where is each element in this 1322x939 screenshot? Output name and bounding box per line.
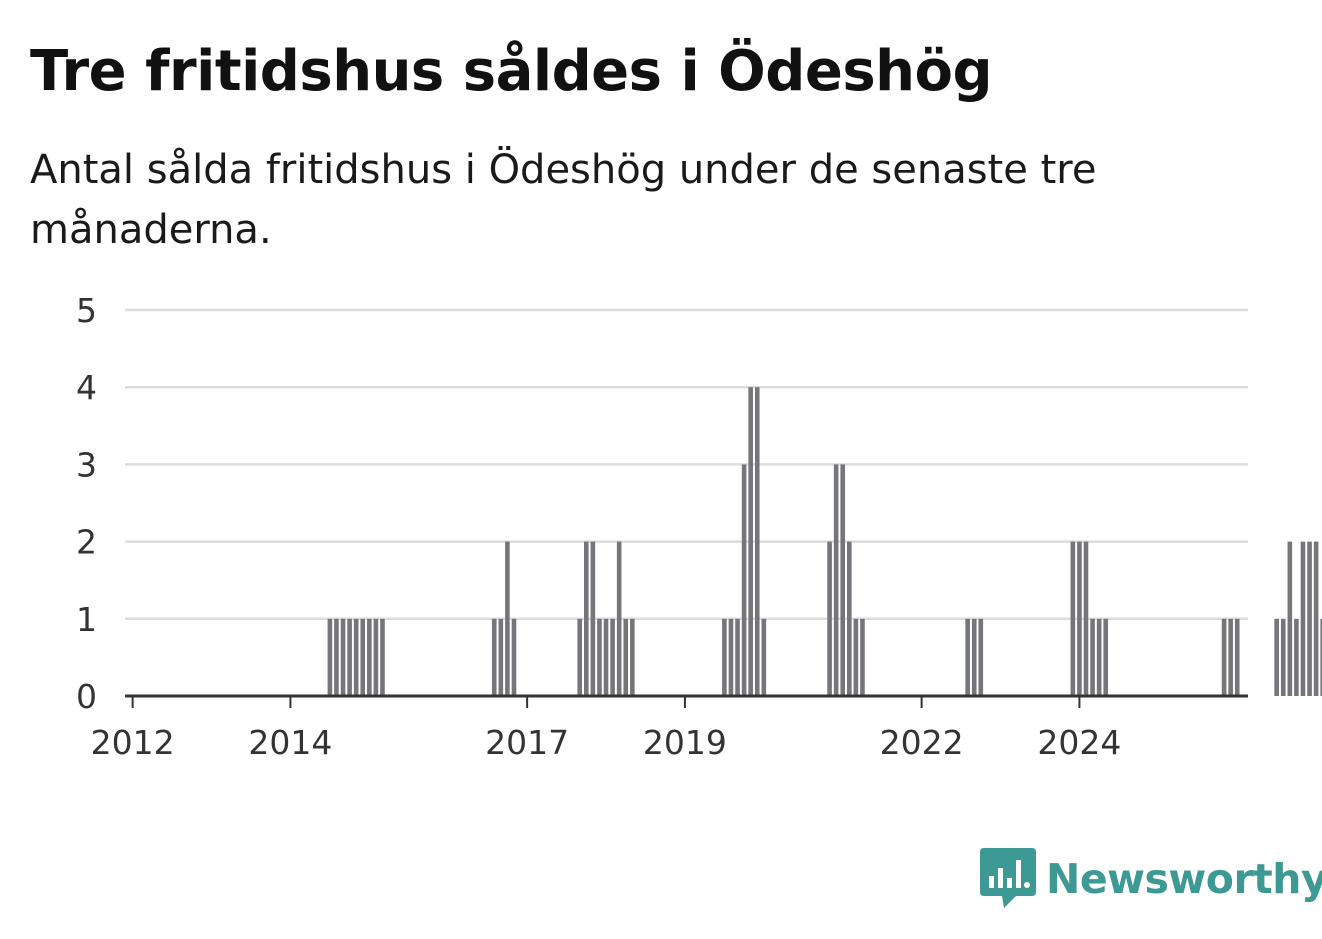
- bar: [1280, 618, 1286, 696]
- x-tick-label: 2017: [485, 723, 569, 762]
- bar: [373, 618, 379, 696]
- bar: [735, 618, 740, 696]
- bar: [590, 541, 596, 696]
- bar: [577, 618, 583, 696]
- bar: [827, 541, 832, 696]
- y-tick-label: 3: [76, 445, 97, 484]
- brand-name: Newsworthy: [1046, 855, 1322, 903]
- bar: [1096, 618, 1102, 696]
- bar: [761, 618, 767, 696]
- bar: [1103, 618, 1109, 696]
- bar: [1307, 541, 1312, 696]
- bar: [584, 541, 589, 696]
- bar: [840, 464, 846, 696]
- gridlines: [125, 308, 1248, 621]
- bar: [860, 618, 865, 696]
- y-tick-label: 1: [76, 600, 97, 639]
- y-tick-label: 2: [76, 523, 97, 562]
- bar: [360, 618, 366, 696]
- bar: [511, 618, 517, 696]
- bar: [754, 387, 760, 696]
- bar: [1300, 541, 1306, 696]
- bar: [965, 618, 970, 696]
- bar: [722, 618, 727, 696]
- bar: [978, 618, 984, 696]
- bar: [498, 618, 504, 696]
- bar: [623, 618, 629, 696]
- bar: [741, 464, 747, 696]
- bar: [630, 618, 635, 696]
- bar: [971, 618, 977, 696]
- bar: [327, 618, 333, 696]
- bar: [833, 464, 839, 696]
- bar: [1287, 541, 1293, 696]
- bars: [327, 387, 1322, 696]
- bar: [748, 387, 753, 696]
- bar: [367, 618, 372, 696]
- bar: [347, 618, 352, 696]
- bar: [847, 541, 852, 696]
- bar: [334, 618, 339, 696]
- axes: [125, 694, 1248, 708]
- page-subtitle: Antal sålda fritidshus i Ödeshög under d…: [30, 147, 1097, 253]
- bar: [1234, 618, 1240, 696]
- bar: [603, 618, 609, 696]
- bar: [728, 618, 734, 696]
- newsworthy-logo: Newsworthy: [980, 848, 1322, 910]
- y-tick-label: 5: [76, 291, 97, 330]
- x-tick-label: 2019: [643, 723, 727, 762]
- bar: [1294, 618, 1299, 696]
- bar: [1274, 618, 1279, 696]
- x-tick-label: 2024: [1037, 723, 1121, 762]
- bar: [1228, 618, 1233, 696]
- bar: [380, 618, 385, 696]
- x-tick-label: 2012: [91, 723, 175, 762]
- bar: [610, 618, 615, 696]
- x-tick-label: 2014: [248, 723, 332, 762]
- bar: [853, 618, 859, 696]
- y-tick-label: 0: [76, 677, 97, 716]
- bar: [1077, 541, 1082, 696]
- bar: [1070, 541, 1076, 696]
- bar: [340, 618, 346, 696]
- bar-chart-speech-bubble-icon: [980, 848, 1036, 908]
- bar: [1090, 618, 1095, 696]
- y-tick-label: 4: [76, 368, 97, 407]
- bar: [505, 541, 510, 696]
- bar: [353, 618, 359, 696]
- bar: [597, 618, 602, 696]
- bar: [616, 541, 622, 696]
- bar: [1320, 618, 1322, 696]
- labels: 0123452012201420172019202220243: [76, 291, 1121, 762]
- bar: [1313, 541, 1319, 696]
- bar: [1083, 541, 1089, 696]
- bar: [491, 618, 497, 696]
- page-title: Tre fritidshus såldes i Ödeshög: [30, 39, 993, 104]
- bar: [1221, 618, 1227, 696]
- x-tick-label: 2022: [880, 723, 964, 762]
